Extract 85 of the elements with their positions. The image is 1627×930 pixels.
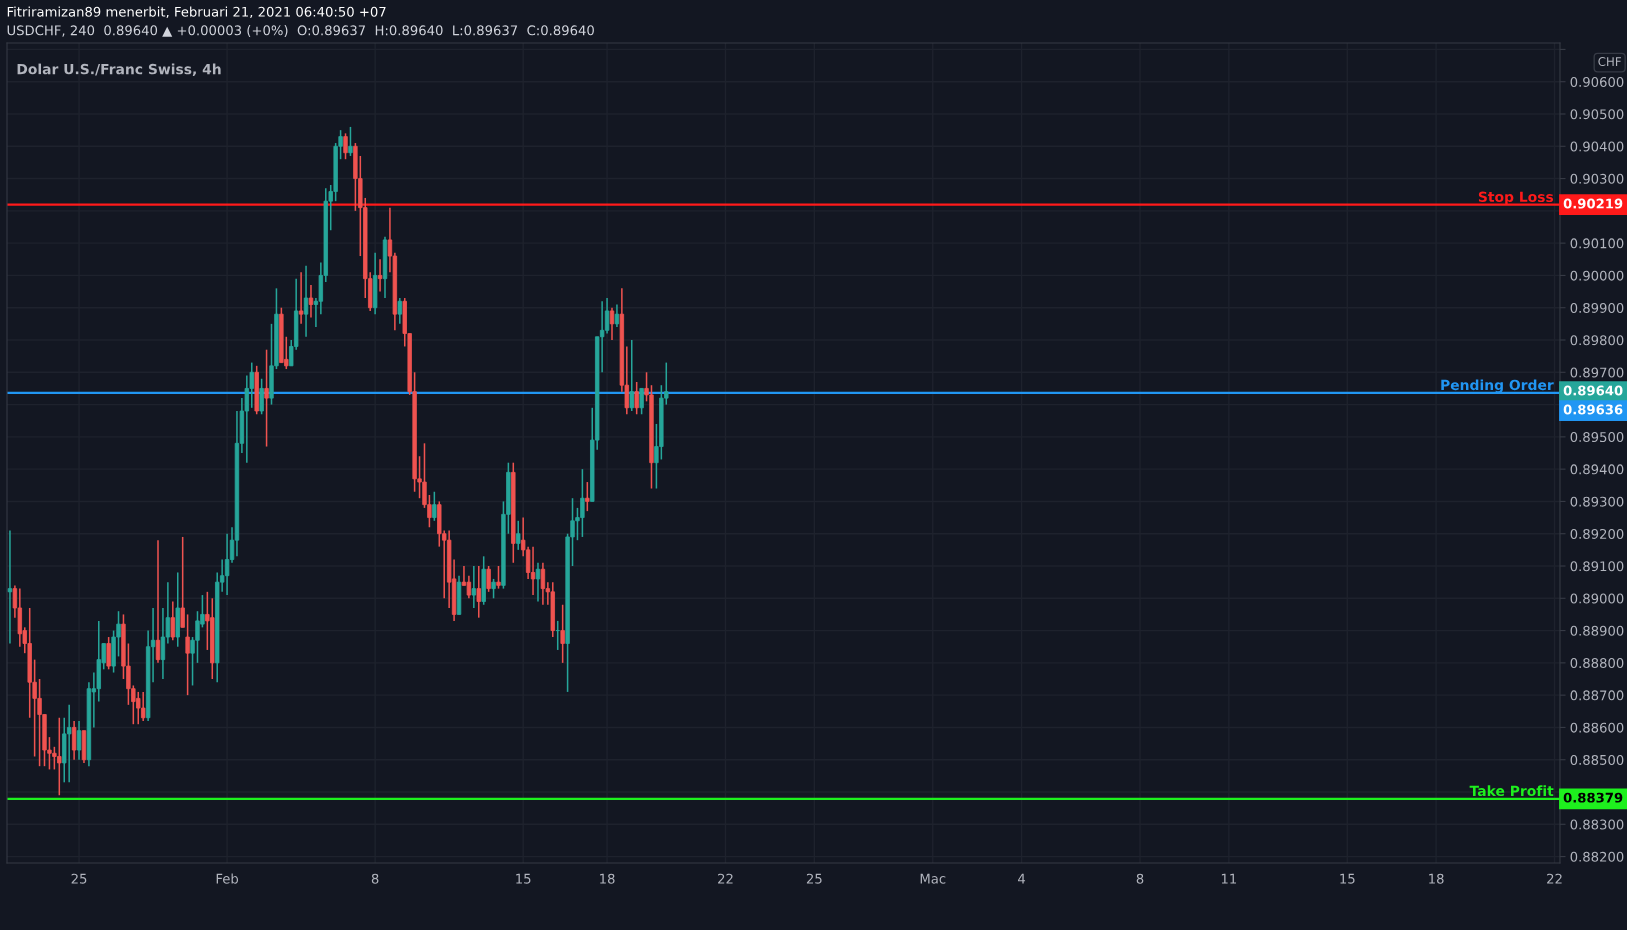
candlestick xyxy=(585,481,590,512)
y-tick-label: 0.90500 xyxy=(1570,109,1624,120)
y-tick-label: 0.88200 xyxy=(1570,851,1624,862)
candlestick xyxy=(7,529,13,645)
y-tick-label: 0.90600 xyxy=(1570,76,1624,87)
candlestick xyxy=(634,381,639,416)
y-tick-label: 0.88800 xyxy=(1570,658,1624,669)
candlestick xyxy=(259,377,264,416)
y-tick-label: 0.88500 xyxy=(1570,754,1624,765)
candlestick xyxy=(516,520,521,551)
candlestick xyxy=(397,297,402,325)
y-tick-label: 0.89400 xyxy=(1570,464,1624,475)
ref-line-label: Pending Order xyxy=(1441,379,1554,393)
y-axis-title: CHF xyxy=(1598,57,1621,67)
candlestick xyxy=(180,536,185,629)
y-tick-label: 0.88600 xyxy=(1570,722,1624,733)
y-tick-label: 0.89100 xyxy=(1570,561,1624,572)
y-tick-label: 0.88900 xyxy=(1570,625,1624,636)
x-tick-label: Mac xyxy=(920,873,946,884)
x-tick-label: 25 xyxy=(806,873,822,884)
x-tick-label: 4 xyxy=(1018,873,1026,884)
candlestick xyxy=(185,613,190,696)
text: 0.89640 xyxy=(1563,385,1623,396)
text: 0.90219 xyxy=(1563,198,1623,209)
x-tick-label: 18 xyxy=(1429,873,1444,884)
candlestick xyxy=(486,565,491,593)
y-tick-label: 0.89900 xyxy=(1570,302,1624,313)
y-tick-label: 0.89200 xyxy=(1570,528,1624,539)
y-tick-label: 0.89800 xyxy=(1570,335,1624,346)
candlestick xyxy=(377,258,383,293)
y-tick-label: 0.88700 xyxy=(1570,690,1624,701)
text: USDCHF, 240 0.89640 ▲ +0.00003 (+0%) O:0.89637 H:0.89640 L:0.89637 C:0.89640 xyxy=(7,25,594,37)
candlestick xyxy=(614,303,620,328)
y-tick-label: 0.90100 xyxy=(1570,238,1624,249)
candlestick xyxy=(71,720,77,761)
candlestick xyxy=(343,132,348,160)
candlestick xyxy=(155,539,161,664)
x-tick-label: 15 xyxy=(1340,873,1355,884)
candlestick xyxy=(496,565,501,590)
x-tick-label: 11 xyxy=(1221,873,1237,884)
candlestick xyxy=(471,565,477,609)
y-tick-label: 0.90300 xyxy=(1570,173,1624,184)
x-tick-label: 25 xyxy=(71,873,87,884)
candlestick xyxy=(466,574,472,600)
candlestick xyxy=(308,284,314,319)
y-tick-label: 0.90400 xyxy=(1570,141,1624,152)
x-tick-label: Feb xyxy=(216,873,239,884)
candlestick xyxy=(66,704,72,784)
x-tick-label: 15 xyxy=(516,873,531,884)
text: Fitriramizan89 menerbit, Februari 21, 2021 06:40:50 +07 xyxy=(7,6,386,19)
y-tick-label: 0.90000 xyxy=(1570,270,1624,281)
candlestick xyxy=(298,271,304,325)
candlestick xyxy=(170,600,175,642)
x-tick-label: 18 xyxy=(600,873,615,884)
y-tick-label: 0.89000 xyxy=(1570,593,1624,604)
candlestick xyxy=(160,607,166,680)
candlestick xyxy=(106,636,111,671)
candlestick xyxy=(491,578,496,600)
y-tick-label: 0.89500 xyxy=(1570,432,1624,443)
text: Dolar U.S./Franc Swiss, 4h xyxy=(17,63,221,77)
candlestick xyxy=(535,562,541,603)
candlestick xyxy=(540,562,546,606)
y-tick-label: 0.89700 xyxy=(1570,367,1624,378)
y-tick-label: 0.88300 xyxy=(1570,819,1624,830)
candlestick xyxy=(264,348,269,448)
candlestick xyxy=(639,387,644,416)
text: 0.89636 xyxy=(1563,404,1623,415)
x-tick-label: 22 xyxy=(1547,873,1562,884)
ref-line-label: Stop Loss xyxy=(1478,191,1554,205)
text: 0.88379 xyxy=(1563,792,1623,803)
y-tick-label: 0.89300 xyxy=(1570,496,1624,507)
candlestick xyxy=(348,126,353,157)
x-tick-label: 8 xyxy=(371,873,379,884)
candlestick xyxy=(560,603,565,664)
candlestick xyxy=(604,297,610,335)
candlestick xyxy=(76,720,82,761)
candlestick xyxy=(629,339,634,412)
x-tick-label: 8 xyxy=(1136,873,1144,884)
ref-line-label: Take Profit xyxy=(1469,785,1554,797)
candlestick xyxy=(476,565,481,619)
candlestick xyxy=(609,306,615,341)
candlestick xyxy=(530,545,536,596)
candlestick xyxy=(432,490,437,522)
x-tick-label: 22 xyxy=(718,873,733,884)
candlestick xyxy=(303,264,309,338)
